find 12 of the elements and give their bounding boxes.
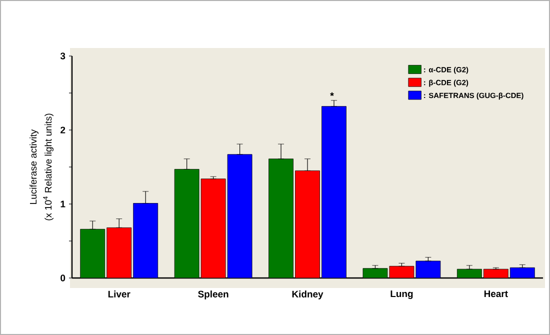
x-tick-label: Heart <box>484 290 508 298</box>
x-tick-label: Kidney <box>292 290 324 300</box>
y-axis-title: Luciferase activity <box>30 129 38 204</box>
x-tick-label: Spleen <box>198 290 228 300</box>
x-tick-label: Lung <box>390 290 413 300</box>
text: (x 10$^{4}$ Relative light units) <box>43 114 54 220</box>
y-tick-label: 2 <box>60 126 66 134</box>
y-tick-label: 0 <box>60 274 66 282</box>
y-tick-label: 3 <box>60 52 66 60</box>
x-tick-label: Liver <box>108 290 130 298</box>
y-tick-label: 1 <box>60 200 66 208</box>
annotation: * <box>330 92 334 96</box>
